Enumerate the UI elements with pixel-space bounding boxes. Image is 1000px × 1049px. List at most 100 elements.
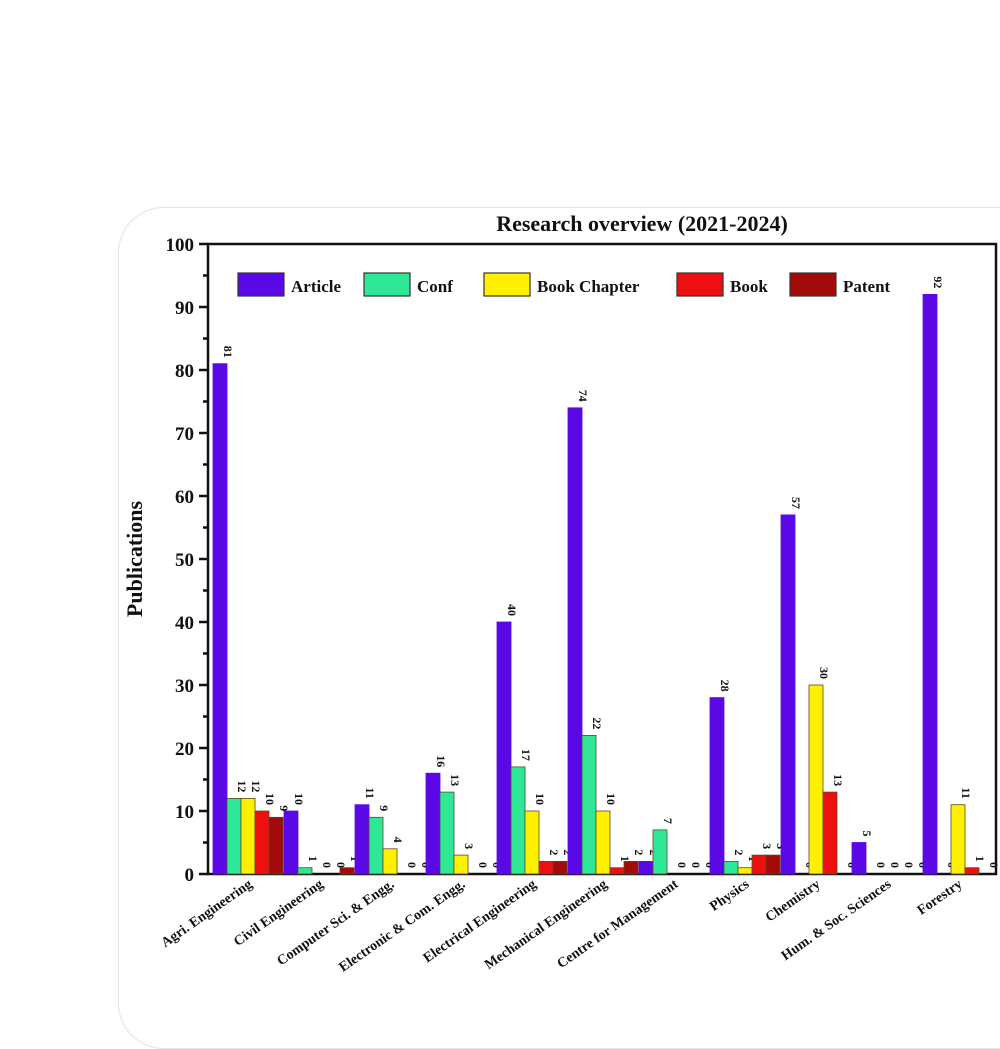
bar-value-label: 28 <box>718 680 732 692</box>
bar-value-label: 1 <box>306 856 320 862</box>
bar-value-label: 0 <box>888 862 902 868</box>
bar-conf <box>226 798 242 875</box>
bar-value-label: 3 <box>760 843 774 849</box>
bar-book-chapter <box>240 798 256 875</box>
bar-book <box>538 861 554 875</box>
bar-value-label: 0 <box>689 862 703 868</box>
bar-value-label: 4 <box>391 837 405 843</box>
y-tick-label: 50 <box>175 550 194 571</box>
bar-value-label: 74 <box>576 390 590 402</box>
bar-value-label: 11 <box>959 787 973 798</box>
y-tick-label: 80 <box>175 361 194 382</box>
legend-swatch-article <box>237 272 285 297</box>
bar-chart: Research overview (2021-2024) Publicatio… <box>122 211 1000 976</box>
bar-value-label: 1 <box>618 856 632 862</box>
bar-book <box>609 867 625 875</box>
bar-value-label: 11 <box>363 787 377 798</box>
bar-value-label: 2 <box>547 849 561 855</box>
bar-value-label: 81 <box>221 346 235 358</box>
x-tick-label: Forestry <box>915 877 965 919</box>
bar-book-chapter <box>950 804 966 875</box>
bar-patent <box>623 861 639 875</box>
bar-conf <box>581 735 597 875</box>
legend-label: Book Chapter <box>537 277 640 296</box>
bar-article <box>212 363 228 875</box>
bar-value-label: 5 <box>860 831 874 837</box>
bar-article <box>780 514 796 875</box>
bar-article <box>922 293 938 875</box>
bar-conf <box>297 867 313 875</box>
y-axis-label: Publications <box>122 500 147 617</box>
x-tick-label: Computer Sci. & Engg. <box>275 877 398 969</box>
bar-article <box>851 842 867 875</box>
bar-value-label: 12 <box>249 780 263 792</box>
bar-patent <box>552 861 568 875</box>
bar-value-label: 0 <box>320 862 334 868</box>
x-tick-label: Physics <box>707 877 752 915</box>
bar-value-label: 10 <box>604 793 618 805</box>
bar-book <box>254 810 270 875</box>
y-tick-label: 100 <box>166 235 195 256</box>
bar-book-chapter <box>524 810 540 875</box>
bar-value-label: 9 <box>377 805 391 811</box>
x-tick-label: Electronic & Com. Engg. <box>337 877 469 975</box>
bar-article <box>283 810 299 875</box>
bar-value-label: 40 <box>505 604 519 616</box>
bar-patent <box>339 867 355 875</box>
bar-conf <box>652 829 668 875</box>
y-tick-label: 30 <box>175 676 194 697</box>
y-tick-label: 10 <box>175 802 194 823</box>
bar-value-label: 22 <box>590 717 604 729</box>
legend-label: Conf <box>417 277 453 296</box>
bar-book <box>822 791 838 875</box>
bar-value-label: 30 <box>817 667 831 679</box>
bar-value-label: 2 <box>632 849 646 855</box>
bar-article <box>709 697 725 875</box>
bar-book-chapter <box>453 854 469 875</box>
y-tick-label: 90 <box>175 298 194 319</box>
x-tick-label: Electrical Engineering <box>421 877 539 966</box>
legend-label: Book <box>730 277 768 296</box>
bar-value-label: 7 <box>661 818 675 824</box>
bar-value-label: 0 <box>987 862 1000 868</box>
bar-value-label: 57 <box>789 497 803 509</box>
y-tick-label: 40 <box>175 613 194 634</box>
bar-article <box>425 772 441 875</box>
bar-article <box>354 804 370 875</box>
bar-book-chapter <box>595 810 611 875</box>
chart-title: Research overview (2021-2024) <box>496 211 788 236</box>
bar-conf <box>723 861 739 875</box>
bar-value-label: 0 <box>874 862 888 868</box>
bar-book <box>964 867 980 875</box>
bar-value-label: 13 <box>448 774 462 786</box>
bar-book-chapter <box>382 848 398 875</box>
bar-value-label: 1 <box>973 856 987 862</box>
bar-value-label: 9 <box>277 805 291 811</box>
y-tick-label: 70 <box>175 424 194 445</box>
y-tick-label: 20 <box>175 739 194 760</box>
bar-book-chapter <box>808 684 824 875</box>
bars: 8112121091010011194001613300401710227422… <box>212 276 1000 875</box>
legend-swatch-book-chapter <box>483 272 531 297</box>
bar-article <box>638 861 654 875</box>
bar-article <box>496 621 512 875</box>
bar-value-label: 2 <box>732 849 746 855</box>
bar-conf <box>439 791 455 875</box>
bar-value-label: 92 <box>931 276 945 288</box>
bar-value-label: 0 <box>476 862 490 868</box>
bar-value-label: 10 <box>263 793 277 805</box>
bar-value-label: 0 <box>902 862 916 868</box>
bar-value-label: 12 <box>235 780 249 792</box>
bar-book-chapter <box>737 867 753 875</box>
bar-value-label: 0 <box>675 862 689 868</box>
bar-patent <box>268 816 284 875</box>
legend-swatch-patent <box>789 272 837 297</box>
bar-value-label: 13 <box>831 774 845 786</box>
bar-patent <box>765 854 781 875</box>
bar-conf <box>510 766 526 875</box>
legend-label: Patent <box>843 277 891 296</box>
bar-value-label: 16 <box>434 755 448 767</box>
bar-value-label: 3 <box>462 843 476 849</box>
legend: Article Conf Book Chapter Book Patent <box>237 272 891 297</box>
